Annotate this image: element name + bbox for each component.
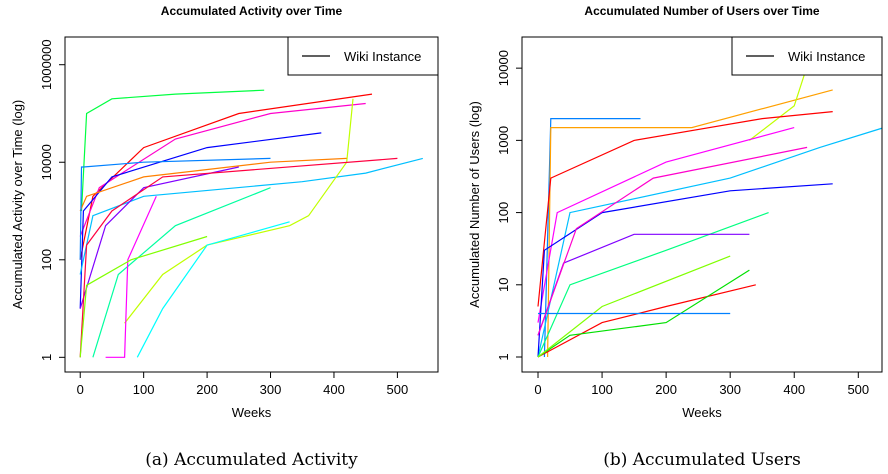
data-line [537,183,833,358]
caption: (a) Accumulated Activity [145,450,358,470]
caption: (b) Accumulated Users [603,450,801,470]
data-line [537,284,756,358]
x-tick-label: 200 [655,382,677,397]
data-line [547,89,833,358]
legend-label: Wiki Instance [344,49,421,64]
data-line [79,102,366,237]
x-tick-label: 300 [719,382,741,397]
data-line [537,255,731,358]
data-line [537,269,750,358]
data-line [79,157,271,260]
chart-title: Accumulated Number of Users over Time [584,4,820,18]
data-line [537,111,833,307]
x-tick-label: 500 [387,382,409,397]
data-line [537,146,808,336]
data-line [79,132,322,309]
x-tick-label: 100 [133,382,155,397]
data-line [79,93,373,260]
data-line [105,196,157,358]
y-axis-label: Accumulated Number of Users (log) [467,101,482,308]
data-line [543,118,641,358]
x-tick-label: 400 [783,382,805,397]
x-tick-label: 200 [196,382,218,397]
y-tick-label: 1 [496,353,511,360]
data-line [92,187,271,358]
plot-frame [521,36,883,373]
y-tick-label: 1000 [496,126,511,155]
data-line [537,212,769,358]
x-axis-label: Weeks [232,405,272,420]
data-line [136,221,290,358]
data-line [124,98,354,324]
y-tick-label: 10 [496,278,511,292]
data-line [79,157,398,358]
x-tick-label: 300 [260,382,282,397]
y-axis-label: Accumulated Activity over Time (log) [10,100,25,310]
x-tick-label: 0 [77,382,84,397]
data-line [80,89,265,212]
data-line [79,235,208,358]
x-tick-label: 500 [847,382,869,397]
x-tick-label: 100 [591,382,613,397]
x-axis-label: Weeks [682,405,722,420]
y-tick-label: 1000000 [39,39,54,90]
legend-label: Wiki Instance [788,49,865,64]
y-tick-label: 1 [39,354,54,361]
data-line [79,157,347,212]
x-tick-label: 0 [534,382,541,397]
chart-title: Accumulated Activity over Time [161,4,343,18]
data-line [79,166,239,309]
y-tick-label: 10000 [496,50,511,86]
y-tick-label: 100 [39,249,54,271]
y-tick-label: 10000 [39,144,54,180]
data-line [537,127,795,323]
x-tick-label: 400 [323,382,345,397]
data-line [537,127,882,358]
plot-frame [64,36,439,373]
data-line [79,157,423,275]
y-tick-label: 100 [496,202,511,224]
